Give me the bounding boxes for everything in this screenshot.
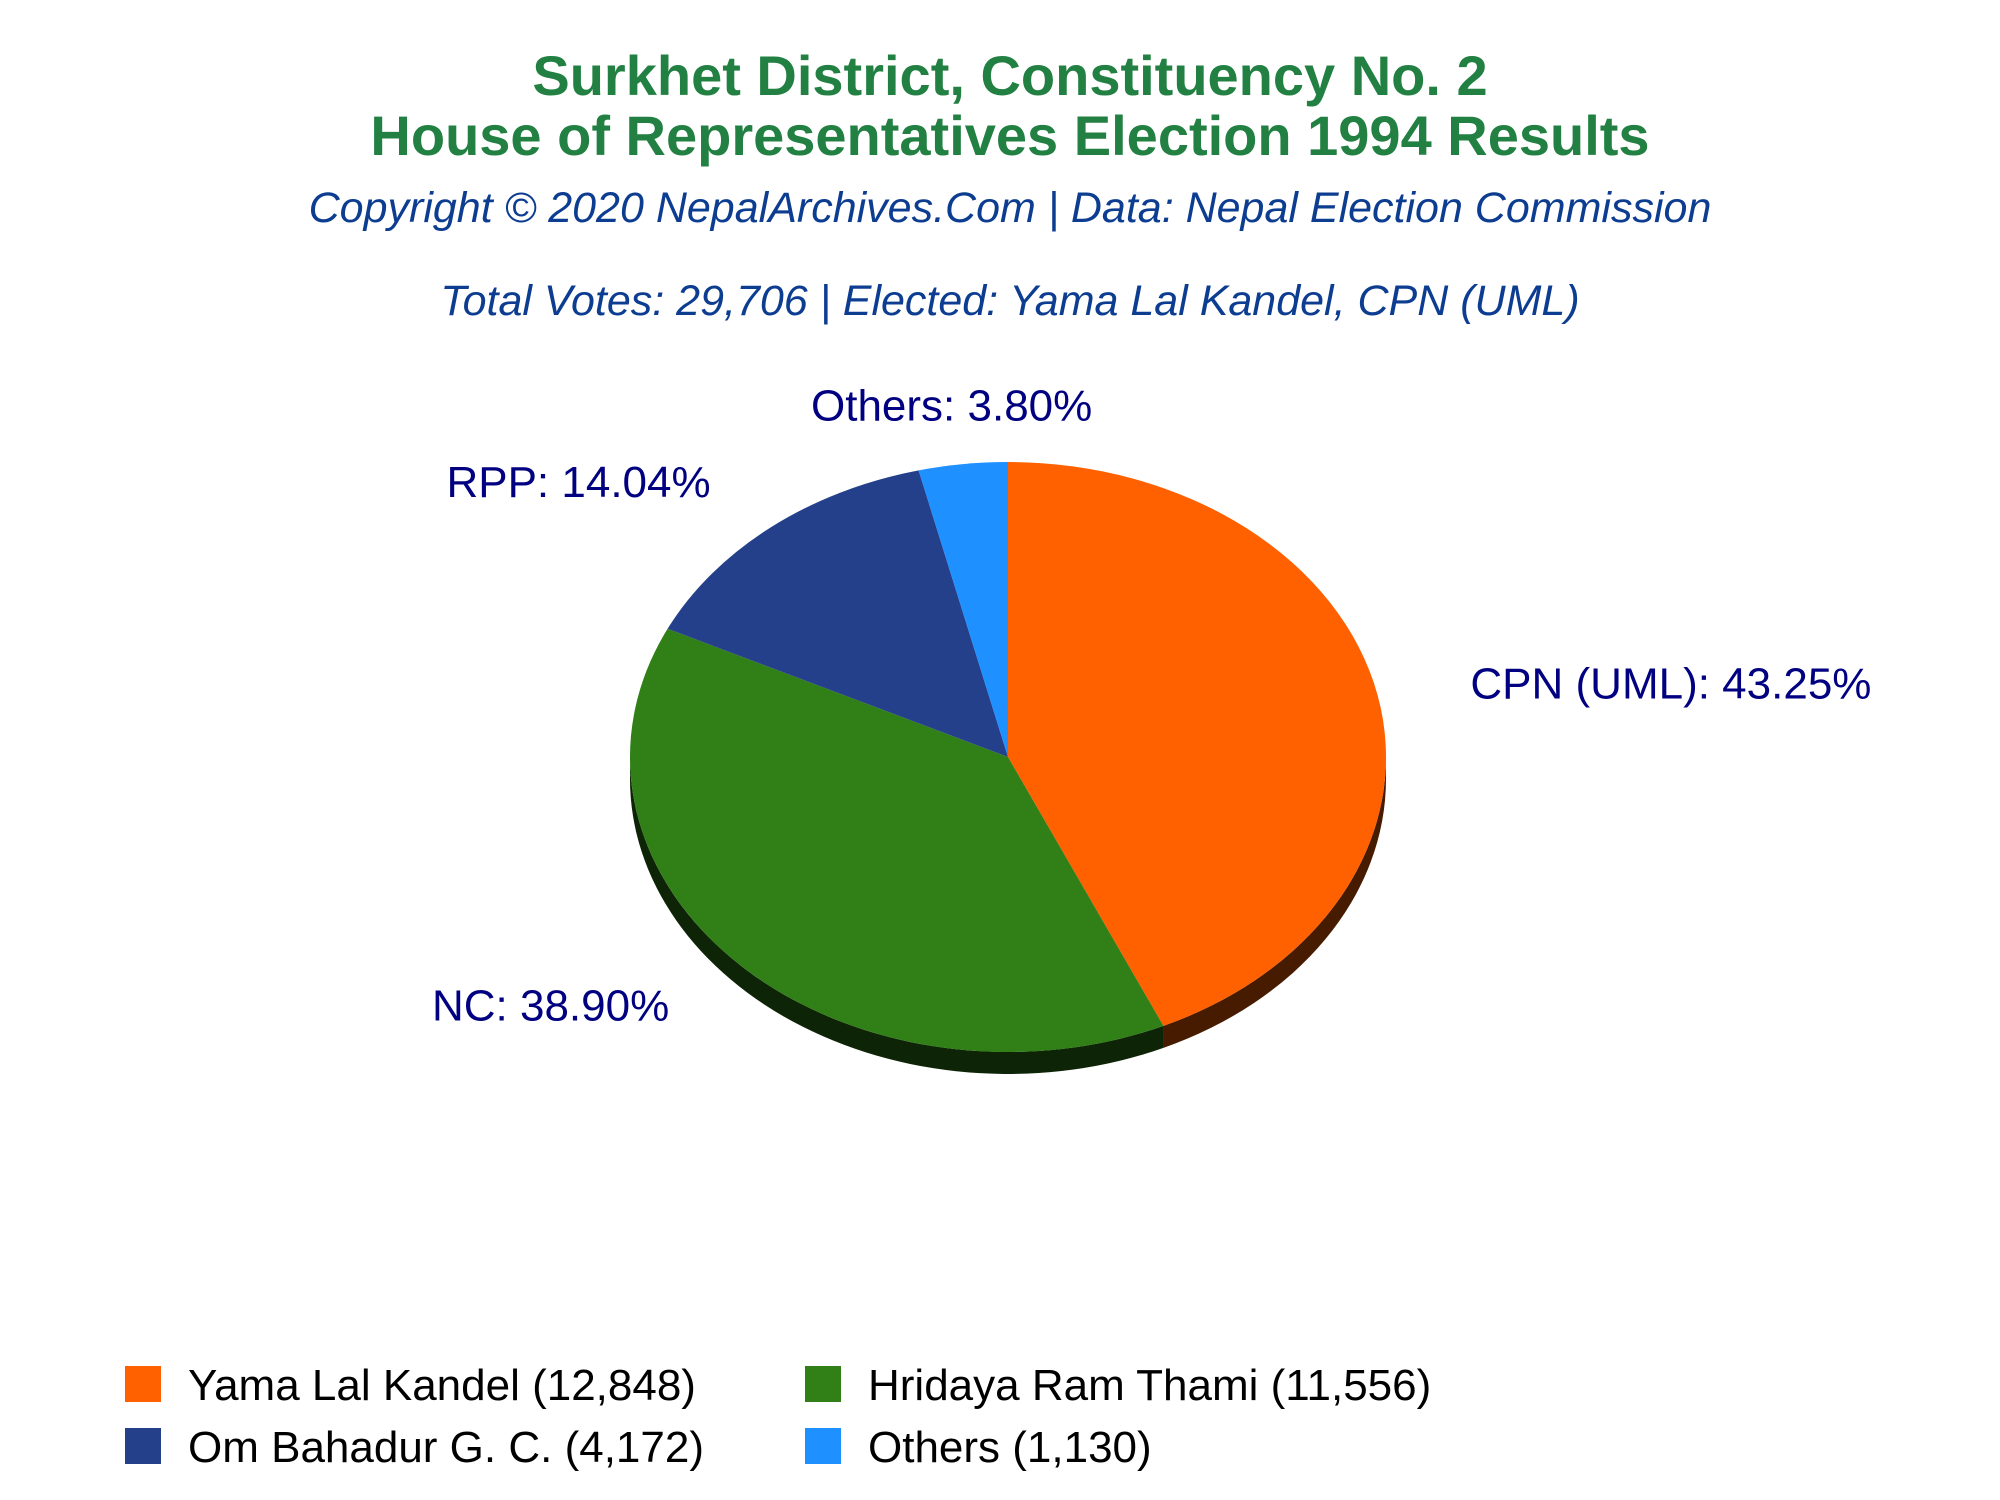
slice-label-rpp: RPP: 14.04% [446,458,710,507]
chart-subtitle: Copyright © 2020 NepalArchives.Com | Dat… [309,184,1712,232]
legend-swatch-hridaya-ram-thami [805,1366,841,1402]
legend-label-hridaya-ram-thami: Hridaya Ram Thami (11,556) [868,1361,1431,1410]
pie-depth-cpn-uml [1163,757,1386,1048]
slice-label-nc: NC: 38.90% [432,982,669,1031]
legend-swatch-om-bahadur-g-c [125,1428,161,1464]
pie-depth-nc [630,757,1164,1074]
legend-swatch-yama-lal-kandel [125,1366,161,1402]
slice-label-cpn-uml: CPN (UML): 43.25% [1470,659,1871,708]
legend-label-others: Others (1,130) [868,1423,1152,1472]
slice-label-others: Others: 3.80% [811,382,1092,431]
pie-slice-others [918,462,1008,757]
chart-title: Surkhet District, Constituency No. 2 [532,44,1487,107]
pie-labels: CPN (UML): 43.25% NC: 38.90% RPP: 14.04% Ot… [432,382,1871,1031]
pie-depth [630,757,1386,1074]
legend-label-om-bahadur-g-c: Om Bahadur G. C. (4,172) [188,1423,704,1472]
chart-title-line2: House of Representatives Election 1994 R… [370,104,1649,167]
chart-summary: Total Votes: 29,706 | Elected: Yama Lal … [440,277,1579,325]
legend-swatch-others [805,1428,841,1464]
pie-slice-cpn-uml [1008,462,1386,1026]
pie-slices [630,462,1386,1052]
legend: Yama Lal Kandel (12,848) Hridaya Ram Tham… [125,1361,1431,1472]
pie-slice-nc [630,628,1164,1052]
pie-slice-rpp [667,470,1008,757]
legend-label-yama-lal-kandel: Yama Lal Kandel (12,848) [188,1361,696,1410]
